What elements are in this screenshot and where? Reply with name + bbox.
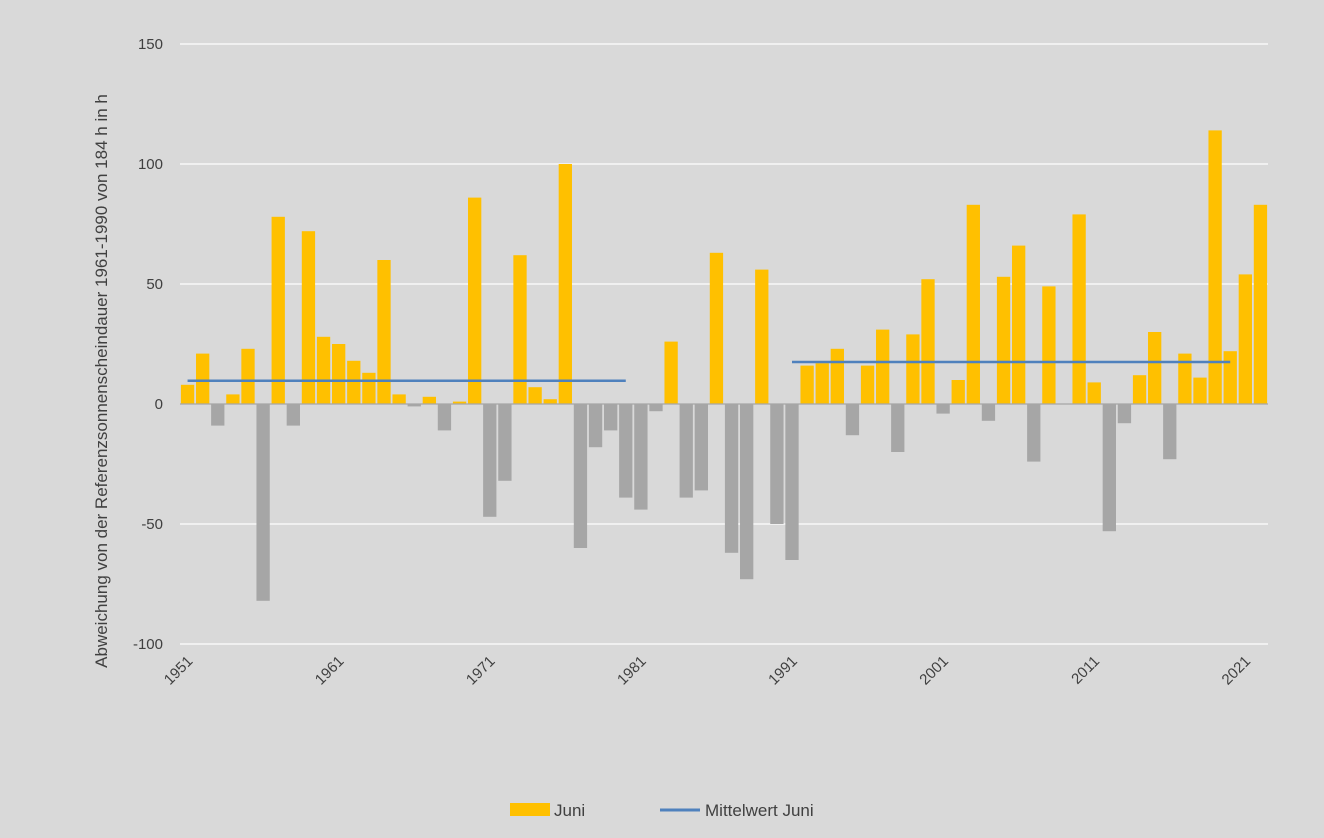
y-tick-label: -50 (141, 516, 163, 533)
bar (573, 404, 588, 548)
x-axis-tick-labels: 1951 1961 1971 1981 1991 2001 2011 2021 (161, 653, 1254, 689)
bar (1102, 404, 1116, 532)
bar (377, 260, 391, 404)
bar (1238, 274, 1252, 404)
bar (1072, 214, 1086, 404)
bar (543, 399, 557, 404)
bar (1223, 351, 1237, 404)
bar (1253, 204, 1268, 404)
x-tick-label: 1981 (614, 653, 650, 689)
bar (180, 384, 195, 404)
bar (407, 404, 421, 407)
x-tick-label: 1971 (463, 653, 499, 689)
x-tick-label: 2001 (916, 653, 952, 689)
bar (422, 396, 436, 404)
bar (634, 404, 648, 510)
bar (1027, 404, 1041, 462)
bar (1148, 332, 1162, 404)
x-tick-label: 1991 (765, 653, 801, 689)
bar (664, 341, 678, 404)
bar (770, 404, 784, 524)
y-tick-label: 150 (138, 36, 163, 53)
bar (936, 404, 950, 414)
bar (891, 404, 905, 452)
bar (1087, 382, 1101, 404)
gridlines (180, 43, 1268, 645)
legend: Juni Mittelwert Juni (510, 801, 814, 820)
bar (271, 216, 285, 404)
bar (1193, 377, 1207, 404)
bar (740, 404, 754, 580)
bar (558, 164, 572, 404)
bar (498, 404, 512, 481)
bar (815, 363, 829, 404)
bar (966, 204, 980, 404)
bar (755, 269, 769, 404)
bar (1208, 130, 1222, 404)
bar (906, 334, 920, 404)
legend-label-mittelwert: Mittelwert Juni (705, 801, 814, 820)
bar (649, 404, 663, 412)
bar (694, 404, 708, 491)
bar (1163, 404, 1177, 460)
bar (483, 404, 497, 517)
bar (316, 336, 331, 404)
bar (1132, 375, 1147, 404)
bar (800, 365, 814, 404)
legend-swatch-juni (510, 803, 550, 816)
bar (362, 372, 376, 404)
y-tick-label: -100 (133, 636, 163, 653)
bar (1012, 245, 1026, 404)
x-tick-label: 2021 (1219, 653, 1255, 689)
bar (286, 404, 300, 426)
bar (951, 380, 965, 404)
bar (1117, 404, 1132, 424)
bar (392, 394, 406, 404)
bar (332, 344, 346, 404)
bar (679, 404, 693, 498)
bar (785, 404, 799, 560)
mean-lines (187, 360, 1231, 382)
bar (709, 252, 724, 404)
bar (437, 404, 452, 431)
bar (996, 276, 1011, 404)
x-tick-label: 1951 (161, 653, 197, 689)
y-axis-title: Abweichung von der Referenzsonnenscheind… (92, 94, 111, 668)
x-tick-label: 1961 (312, 653, 348, 689)
bar (830, 348, 844, 404)
bar (981, 404, 996, 421)
y-tick-label: 100 (138, 156, 163, 173)
y-tick-label: 50 (146, 276, 163, 293)
y-axis-tick-labels: 150 100 50 0 -50 -100 (133, 36, 163, 653)
y-tick-label: 0 (155, 396, 163, 413)
bar (226, 394, 240, 404)
legend-label-juni: Juni (554, 801, 585, 820)
bar (724, 404, 739, 553)
bar (256, 404, 270, 601)
bar (528, 387, 542, 404)
bar (513, 255, 527, 404)
bar (211, 404, 225, 426)
bar (619, 404, 633, 498)
bar (845, 404, 860, 436)
bars (180, 130, 1268, 601)
bar (1042, 286, 1056, 404)
bar (347, 360, 361, 404)
bar (196, 353, 210, 404)
x-tick-label: 2011 (1068, 653, 1103, 688)
bar (860, 365, 875, 404)
bar (301, 231, 316, 404)
bar (1178, 353, 1192, 404)
bar (452, 401, 467, 404)
bar (241, 348, 255, 404)
bar (876, 329, 890, 404)
bar (468, 197, 482, 404)
bar (921, 279, 935, 404)
bar (588, 404, 603, 448)
bar (604, 404, 618, 431)
